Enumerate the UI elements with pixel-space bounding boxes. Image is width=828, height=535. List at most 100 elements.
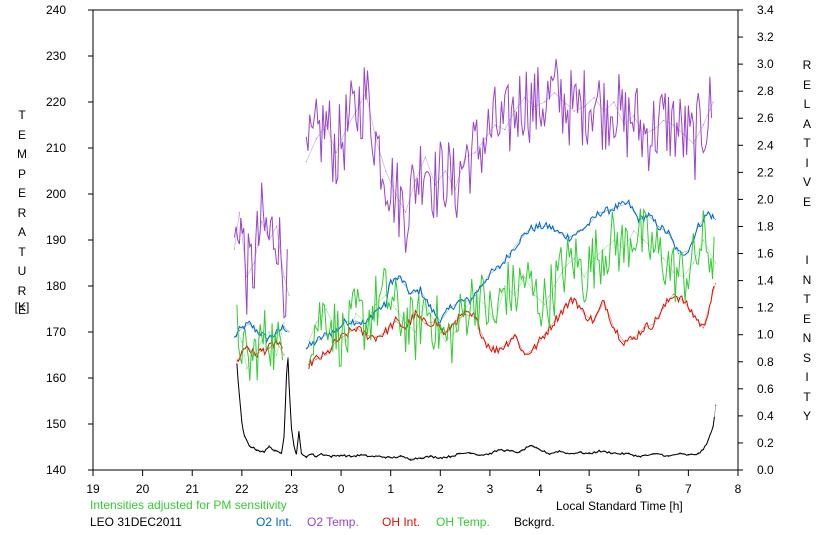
series-bckgrd-point: [287, 357, 289, 359]
left-tick-label: 150: [46, 417, 66, 431]
x-axis-label: Local Standard Time [h]: [556, 499, 683, 513]
series-oh-temp-point: [315, 322, 317, 324]
series-bckgrd-point: [459, 453, 461, 455]
series-oh-int-line: [308, 283, 716, 365]
x-tick-label: 2: [437, 482, 444, 496]
series-oh-temp-point: [345, 340, 347, 342]
right-tick-label: 0.0: [757, 463, 774, 477]
series-o2-temp-point: [593, 96, 595, 98]
series-oh-int-point: [474, 316, 476, 318]
series-o2-temp-point: [261, 221, 263, 223]
series-o2-int-point: [608, 209, 610, 211]
series-oh-int-point: [682, 300, 685, 302]
series-o2-temp-point: [712, 101, 714, 103]
series-oh-int-point: [241, 351, 243, 353]
right-tick-label: 2.4: [757, 138, 774, 152]
series-o2-temp-point: [672, 124, 675, 126]
right-tick-label: 1.2: [757, 301, 774, 315]
series-oh-int-point: [583, 313, 585, 315]
right-tick-label: 1.8: [757, 219, 774, 233]
series-o2-temp-point: [504, 129, 506, 131]
series-oh-int-point: [514, 334, 516, 336]
x-tick-label: 8: [735, 482, 742, 496]
series-o2-temp-point: [283, 276, 285, 278]
series-bckgrd-point: [241, 422, 243, 424]
series-o2-temp-point: [288, 294, 290, 296]
series-oh-temp-point: [633, 230, 635, 232]
series-oh-int-point: [524, 354, 526, 356]
series-o2-temp-point: [268, 239, 270, 241]
legend-oh-temp: OH Temp.: [436, 515, 490, 529]
series-oh-temp-point: [414, 331, 417, 333]
right-tick-label: 3.0: [757, 57, 774, 71]
series-o2-temp-line: [306, 91, 714, 214]
series-o2-temp-point: [702, 124, 704, 126]
series-bckgrd-point: [479, 454, 481, 456]
right-tick-label: 2.8: [757, 84, 774, 98]
series-oh-int-point: [464, 313, 466, 315]
right-tick-label: 0.6: [757, 382, 774, 396]
series-o2-int-point: [658, 225, 660, 228]
series-oh-temp-point: [454, 331, 456, 333]
series-oh-temp-point: [715, 262, 717, 264]
series-oh-int-point: [553, 320, 556, 322]
series-o2-temp-point: [325, 124, 327, 126]
series-oh-temp-point: [514, 294, 516, 296]
series-bckgrd-point: [578, 451, 580, 453]
series-o2-int-point: [355, 320, 357, 322]
series-bckgrd-point: [236, 363, 238, 366]
series-oh-int-point: [494, 350, 496, 352]
series-bckgrd-point: [243, 435, 245, 437]
series-bckgrd-point: [330, 455, 332, 458]
x-tick-label: 3: [487, 482, 494, 496]
series-bckgrd-point: [677, 453, 680, 455]
series-o2-temp-point: [613, 101, 615, 103]
series-o2-temp-point: [514, 110, 516, 112]
series-o2-int-point: [345, 320, 347, 322]
series-oh-int-point: [355, 327, 357, 329]
series-oh-temp-point: [308, 340, 310, 342]
x-axis: 19 20 21 22 23 0 1 2 3 4 5 6 7 8: [86, 470, 742, 496]
series-bckgrd-point: [350, 455, 352, 458]
series-o2-int-point: [365, 323, 367, 325]
series-o2-temp-point: [643, 133, 645, 135]
left-tick-label: 180: [46, 279, 66, 293]
series-o2-int-point: [375, 309, 377, 311]
series-oh-temp-point: [593, 257, 595, 259]
left-tick-label: 210: [46, 141, 66, 155]
series-oh-temp-point: [241, 340, 243, 342]
station-label: LEO 31DEC2011: [90, 515, 182, 529]
series-o2-int-point: [538, 225, 541, 228]
series-bckgrd-point: [280, 451, 283, 453]
right-tick-label: 3.4: [757, 3, 774, 17]
series-bckgrd-point: [715, 404, 717, 406]
series-o2-int-point: [697, 225, 699, 228]
left-tick-label: 240: [46, 3, 66, 17]
series-oh-int-point: [365, 334, 367, 336]
right-tick-label: 2.6: [757, 111, 774, 125]
series-oh-int-point: [325, 354, 327, 356]
series-oh-temp-point: [434, 322, 436, 324]
series-oh-temp-point: [261, 340, 263, 342]
series-bckgrd-point: [439, 457, 441, 459]
series-oh-int-point: [276, 340, 278, 343]
series-o2-int-point: [588, 223, 590, 225]
right-tick-label: 2.2: [757, 165, 774, 179]
series-oh-int-point: [308, 363, 310, 366]
series-bckgrd-point: [285, 374, 288, 376]
series-bckgrd-point: [295, 453, 297, 455]
series-o2-int-point: [459, 300, 461, 302]
series-oh-temp-point: [672, 271, 675, 273]
series-oh-int-point: [643, 327, 645, 329]
series-oh-temp-point: [405, 322, 407, 324]
series-oh-temp-point: [702, 239, 704, 241]
x-tick-label: 4: [536, 482, 543, 496]
series-oh-int-point: [424, 323, 426, 325]
series-o2-int-point: [578, 231, 580, 233]
series-o2-temp-trace: [233, 182, 288, 320]
series-bckgrd-point: [238, 395, 240, 397]
series-o2-temp-point: [633, 115, 635, 117]
series-o2-temp-point: [663, 119, 665, 121]
series-o2-temp-point: [355, 110, 357, 112]
